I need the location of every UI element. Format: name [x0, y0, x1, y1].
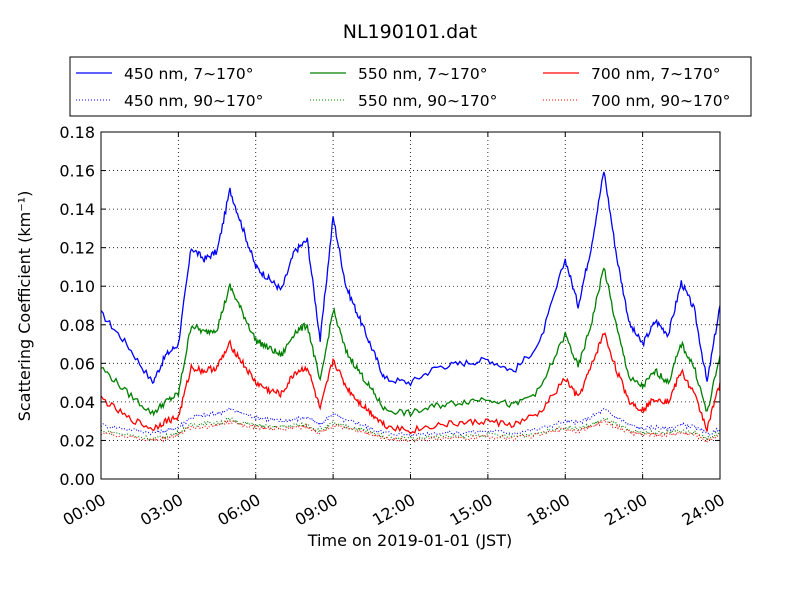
x-tick-label: 12:00: [369, 490, 418, 530]
x-axis-label: Time on 2019-01-01 (JST): [307, 531, 512, 550]
series-line: [100, 267, 721, 418]
legend-label: 450 nm, 90∼170°: [124, 92, 263, 110]
series-group: [100, 171, 721, 443]
legend-label: 700 nm, 90∼170°: [591, 92, 730, 110]
x-tick-label: 15:00: [446, 490, 495, 530]
legend-label: 550 nm, 7∼170°: [358, 65, 487, 83]
x-tick-label: 24:00: [679, 490, 728, 530]
x-tick-label: 18:00: [524, 490, 573, 530]
chart-title: NL190101.dat: [343, 21, 478, 43]
x-tick-label: 09:00: [292, 490, 341, 530]
y-tick-label: 0.12: [59, 239, 95, 258]
y-tick-label: 0.02: [59, 431, 95, 450]
y-axis-label: Scattering Coefficient (km⁻¹): [15, 191, 34, 422]
y-tick-label: 0.04: [59, 393, 95, 412]
legend-label: 450 nm, 7∼170°: [124, 65, 253, 83]
series-line: [100, 418, 721, 443]
x-tick-label: 00:00: [60, 490, 109, 530]
y-tick-label: 0.10: [59, 277, 95, 296]
x-tick-label: 21:00: [601, 490, 650, 530]
y-tick-label: 0.06: [59, 354, 95, 373]
ticks: 00:00 03:00 06:00 09:00 12:00 15:00 18:00 21:00…: [59, 123, 728, 530]
legend-items: 450 nm, 7∼170° 550 nm, 7∼170° 700 nm, 7∼17…: [76, 65, 730, 110]
x-tick-label: 06:00: [214, 490, 263, 530]
x-tick-label: 03:00: [137, 490, 186, 530]
series-line: [100, 332, 721, 435]
legend: [69, 56, 752, 117]
y-tick-label: 0.16: [59, 162, 95, 181]
legend-label: 550 nm, 90∼170°: [358, 92, 497, 110]
legend-label: 700 nm, 7∼170°: [591, 65, 720, 83]
series-line: [100, 416, 721, 443]
series-line: [100, 407, 721, 438]
y-tick-label: 0.18: [59, 123, 95, 142]
series-line: [100, 171, 721, 387]
y-tick-label: 0.14: [59, 200, 95, 219]
y-tick-label: 0.08: [59, 316, 95, 335]
y-tick-label: 0.00: [59, 470, 95, 489]
